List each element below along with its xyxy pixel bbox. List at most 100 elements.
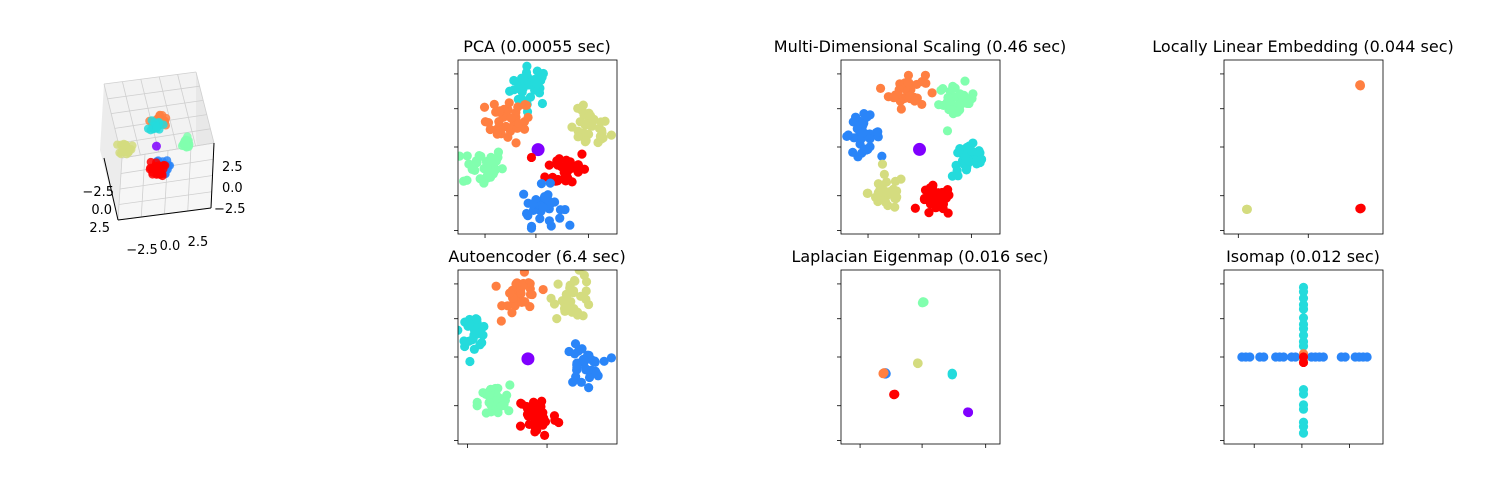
scatter-point-blue: [555, 205, 566, 215]
scatter-point-orange: [519, 124, 530, 134]
3d-grid-line: [140, 79, 160, 153]
scatter-point-orange: [491, 281, 501, 291]
scatter-point-blue: [538, 202, 548, 213]
scatter-point-blue: [570, 339, 581, 349]
scatter-point-red: [890, 389, 900, 399]
points: [458, 61, 617, 233]
scatter-point-cyan: [463, 336, 474, 346]
scatter-point-orange: [506, 113, 516, 123]
scatter-point-yellow: [581, 286, 591, 296]
scatter-point-cyan: [1298, 313, 1309, 323]
scatter-point-yellow: [879, 169, 889, 179]
scatter-point-green: [476, 151, 486, 161]
scatter-point-purple: [531, 143, 545, 157]
scatter-point-orange: [875, 83, 886, 93]
scatter-point-green: [936, 85, 946, 95]
scatter-point-blue: [540, 193, 550, 203]
scatter-point-blue: [606, 353, 617, 363]
scatter-point-orange: [927, 88, 937, 98]
scatter-point-blue: [848, 147, 858, 157]
scatter-point-green: [486, 157, 496, 167]
scatter-point-blue: [544, 216, 554, 226]
scatter-point-cyan: [465, 356, 475, 367]
scatter-point-orange: [902, 77, 913, 88]
scatter-point-blue: [549, 197, 560, 207]
scatter-point-blue: [599, 356, 609, 366]
axes-frame: [457, 59, 618, 235]
scatter-point-blue: [584, 382, 594, 393]
scatter-point-orange: [523, 112, 533, 122]
scatter-point-orange: [910, 96, 920, 106]
scatter-point-green: [472, 401, 482, 411]
scatter-point-green: [493, 408, 503, 418]
scatter-point-cyan: [472, 314, 482, 324]
scatter-point-yellow: [877, 159, 888, 169]
scatter-point-blue: [590, 357, 600, 367]
3d-y-tick-label: −2.5: [82, 185, 114, 200]
scatter-point-blue: [579, 355, 589, 366]
scatter-point-red: [524, 419, 534, 429]
scatter-point-red: [544, 160, 554, 170]
scatter-point-red: [549, 411, 560, 421]
scatter-point-orange: [903, 70, 914, 80]
3d-point-yellow: [113, 140, 122, 149]
scatter-point-green: [497, 401, 508, 411]
scatter-point-yellow: [581, 294, 591, 304]
scatter-point-blue: [862, 112, 872, 122]
scatter-point-blue: [842, 131, 852, 142]
scatter-point-cyan: [1298, 287, 1309, 297]
scatter-point-cyan: [525, 92, 536, 102]
panel-lle: Locally Linear Embedding (0.044 sec): [1152, 37, 1454, 238]
panel-isomap: Isomap (0.012 sec): [1220, 247, 1384, 448]
scatter-point-yellow: [913, 358, 923, 368]
panel-3d-scatter: −2.50.02.5−2.5 0.0 2.52.50.0−2.5: [82, 71, 246, 258]
scatter-point-red: [925, 199, 936, 209]
scatter-point-blue: [521, 208, 532, 219]
3d-axis-line: [210, 142, 215, 209]
scatter-point-cyan: [532, 79, 542, 89]
scatter-point-blue: [576, 377, 586, 387]
scatter-point-yellow: [1242, 204, 1252, 214]
panel-autoencoder: Autoencoder (6.4 sec): [448, 247, 626, 448]
scatter-point-cyan: [509, 85, 519, 95]
scatter-point-red: [919, 193, 930, 204]
3d-grid-line: [107, 85, 200, 100]
3d-grid-line: [118, 128, 211, 144]
scatter-point-cyan: [1298, 304, 1309, 314]
scatter-point-red: [1298, 357, 1309, 368]
scatter-point-blue: [526, 223, 537, 233]
scatter-point-cyan: [516, 73, 527, 83]
panel-title-laplacian: Laplacian Eigenmap (0.016 sec): [791, 247, 1048, 266]
scatter-point-cyan: [522, 61, 532, 71]
scatter-point-orange: [502, 301, 513, 311]
scatter-point-cyan: [513, 94, 523, 104]
scatter-point-green: [952, 107, 963, 117]
scatter-point-green: [458, 151, 465, 161]
3d-x-tick-label: −2.5: [126, 243, 158, 258]
scatter-point-red: [537, 417, 548, 427]
scatter-point-cyan: [464, 319, 475, 329]
scatter-point-red: [527, 402, 537, 412]
axes-4: [454, 269, 618, 448]
scatter-point-green: [493, 147, 504, 157]
scatter-point-orange: [519, 270, 530, 277]
3d-left-pane: [100, 84, 122, 220]
scatter-point-orange: [527, 289, 537, 300]
scatter-point-blue: [1259, 352, 1269, 362]
scatter-point-orange: [520, 297, 530, 307]
scatter-point-cyan: [1298, 324, 1309, 334]
scatter-point-orange: [492, 129, 502, 139]
3d-axis-line: [117, 207, 212, 221]
scatter-point-yellow: [890, 202, 900, 212]
scatter-point-blue: [577, 344, 587, 354]
scatter-point-red: [536, 402, 546, 412]
scatter-point-yellow: [581, 277, 592, 287]
3d-y-tick-label: 2.5: [89, 221, 110, 236]
panel-mds: Multi-Dimensional Scaling (0.46 sec): [774, 37, 1066, 238]
axes-frame: [840, 269, 1001, 445]
scatter-point-red: [526, 152, 537, 163]
3d-point-cyan: [159, 120, 168, 129]
scatter-point-red: [938, 203, 948, 214]
scatter-point-blue: [1245, 352, 1255, 362]
